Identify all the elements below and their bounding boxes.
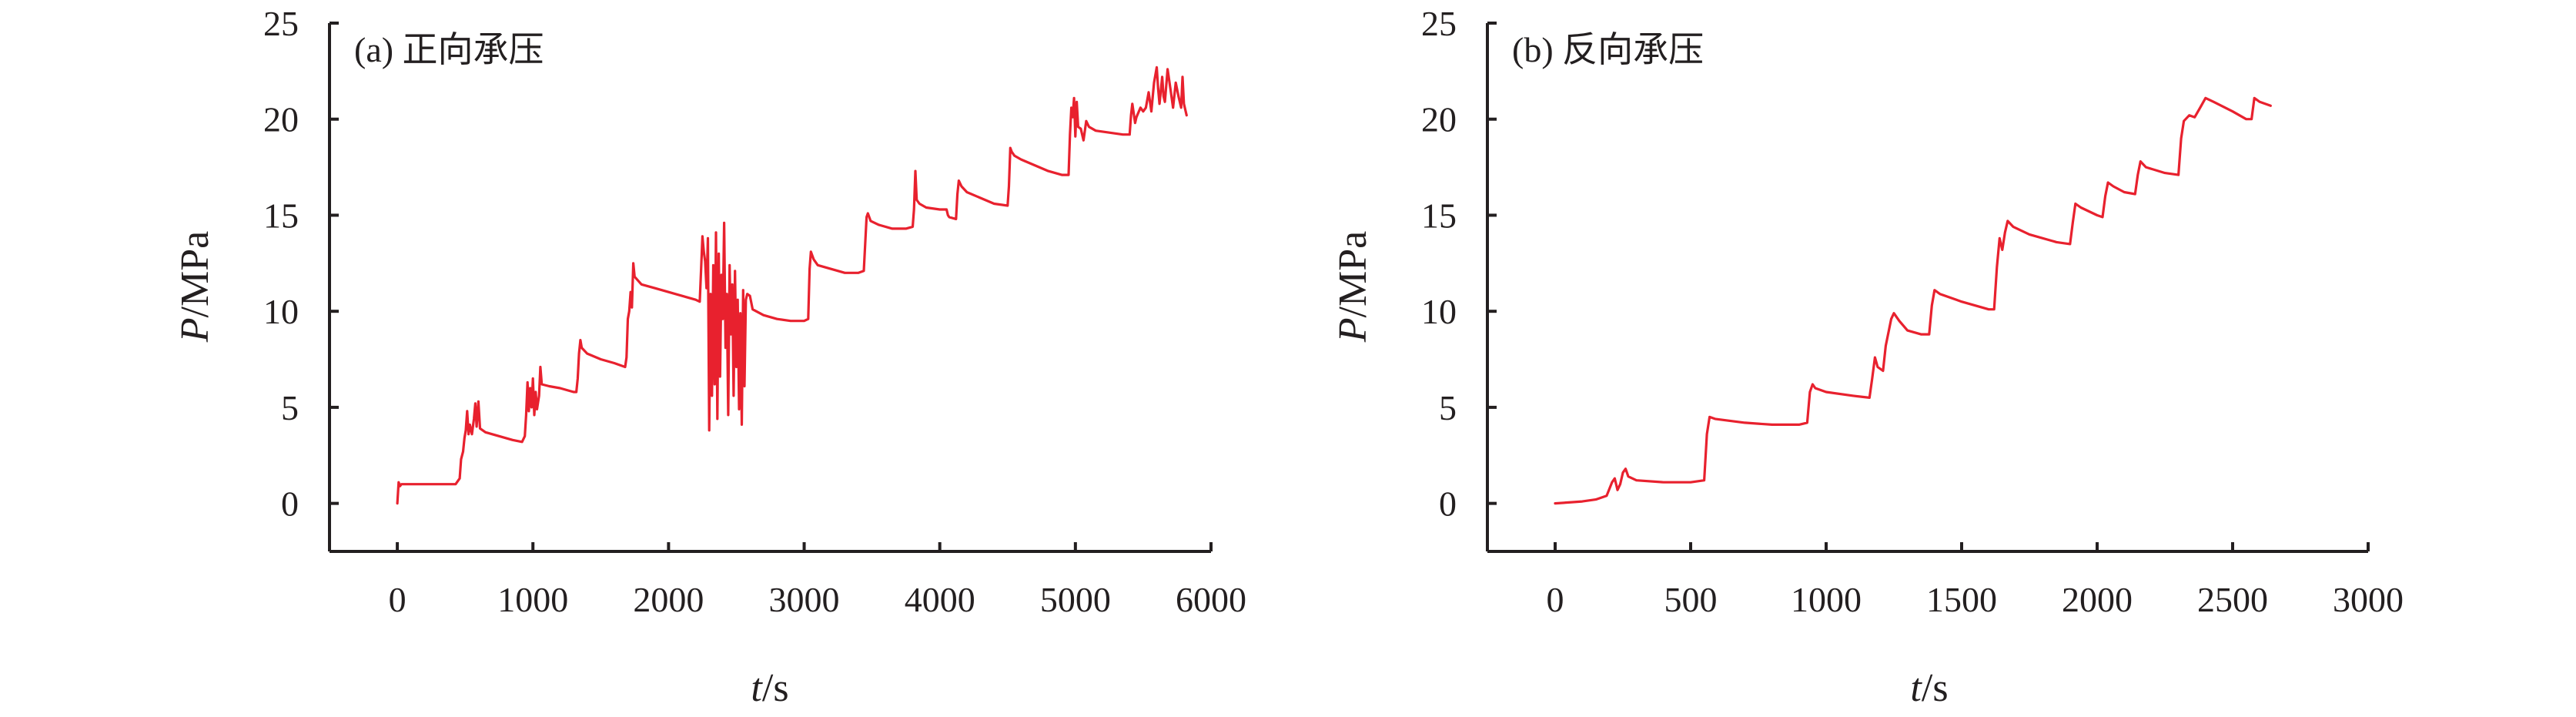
x-axis-unit-a: /s [762,666,789,710]
x-tick-label-b: 2500 [2197,580,2268,619]
x-tick-label-b: 3000 [2333,580,2404,619]
y-tick-label-a: 0 [281,484,299,524]
x-tick-label-b: 0 [1547,580,1564,619]
y-axis-unit-b: /MPa [1331,231,1375,318]
plot-line-layer-b [1554,96,2272,505]
y-tick-label-a: 20 [263,100,299,139]
panel-title-b: (b) 反向承压 [1512,30,1704,69]
x-axis-symbol-b: t [1910,666,1922,710]
y-axis-symbol-a: P [173,317,217,343]
series-line-b-0 [1554,96,2272,505]
x-axis-unit-b: /s [1922,666,1949,710]
chart-panel-b: 0 500 1000 1500 2000 2500 3000 0 5 10 15 20 25 (b) 反… [1331,4,2404,710]
x-tick-label-a: 3000 [769,580,840,619]
x-tick-label-b: 2000 [2062,580,2133,619]
x-axis-title-a: t/s [751,666,788,710]
y-tick-label-a: 15 [263,196,299,235]
y-axis-unit-a: /MPa [173,231,217,318]
series-line-a-0 [396,65,1188,505]
y-tick-label-b: 20 [1421,100,1457,139]
x-tick-label-b: 1000 [1791,580,1862,619]
x-tick-label-a: 2000 [633,580,704,619]
y-tick-label-b: 10 [1421,292,1457,331]
x-tick-label-b: 500 [1664,580,1718,619]
x-axis-symbol-a: t [751,666,763,710]
x-tick-label-a: 0 [389,580,406,619]
y-tick-label-a: 10 [263,292,299,331]
y-tick-label-b: 0 [1439,484,1457,524]
y-tick-label-b: 15 [1421,196,1457,235]
axes-a: 0 1000 2000 3000 4000 5000 6000 0 5 10 15 20 25 [263,4,1246,619]
y-axis-symbol-b: P [1331,317,1375,343]
y-axis-title-b: P/MPa [1331,231,1375,343]
y-tick-label-a: 5 [281,388,299,427]
plot-line-layer-a [396,65,1188,505]
y-tick-label-b: 5 [1439,388,1457,427]
y-tick-label-b: 25 [1421,4,1457,43]
chart-panel-a: 0 1000 2000 3000 4000 5000 6000 0 5 10 15 20 25 (a) … [173,4,1246,710]
axes-b: 0 500 1000 1500 2000 2500 3000 0 5 10 15 20 25 [1421,4,2404,619]
x-tick-label-a: 1000 [497,580,568,619]
x-tick-label-a: 4000 [905,580,975,619]
x-tick-label-a: 5000 [1040,580,1111,619]
panel-title-a: (a) 正向承压 [354,30,544,69]
x-tick-label-b: 1500 [1926,580,1997,619]
y-axis-title-a: P/MPa [173,231,217,343]
x-tick-label-a: 6000 [1176,580,1246,619]
y-tick-label-a: 25 [263,4,299,43]
x-axis-title-b: t/s [1910,666,1948,710]
